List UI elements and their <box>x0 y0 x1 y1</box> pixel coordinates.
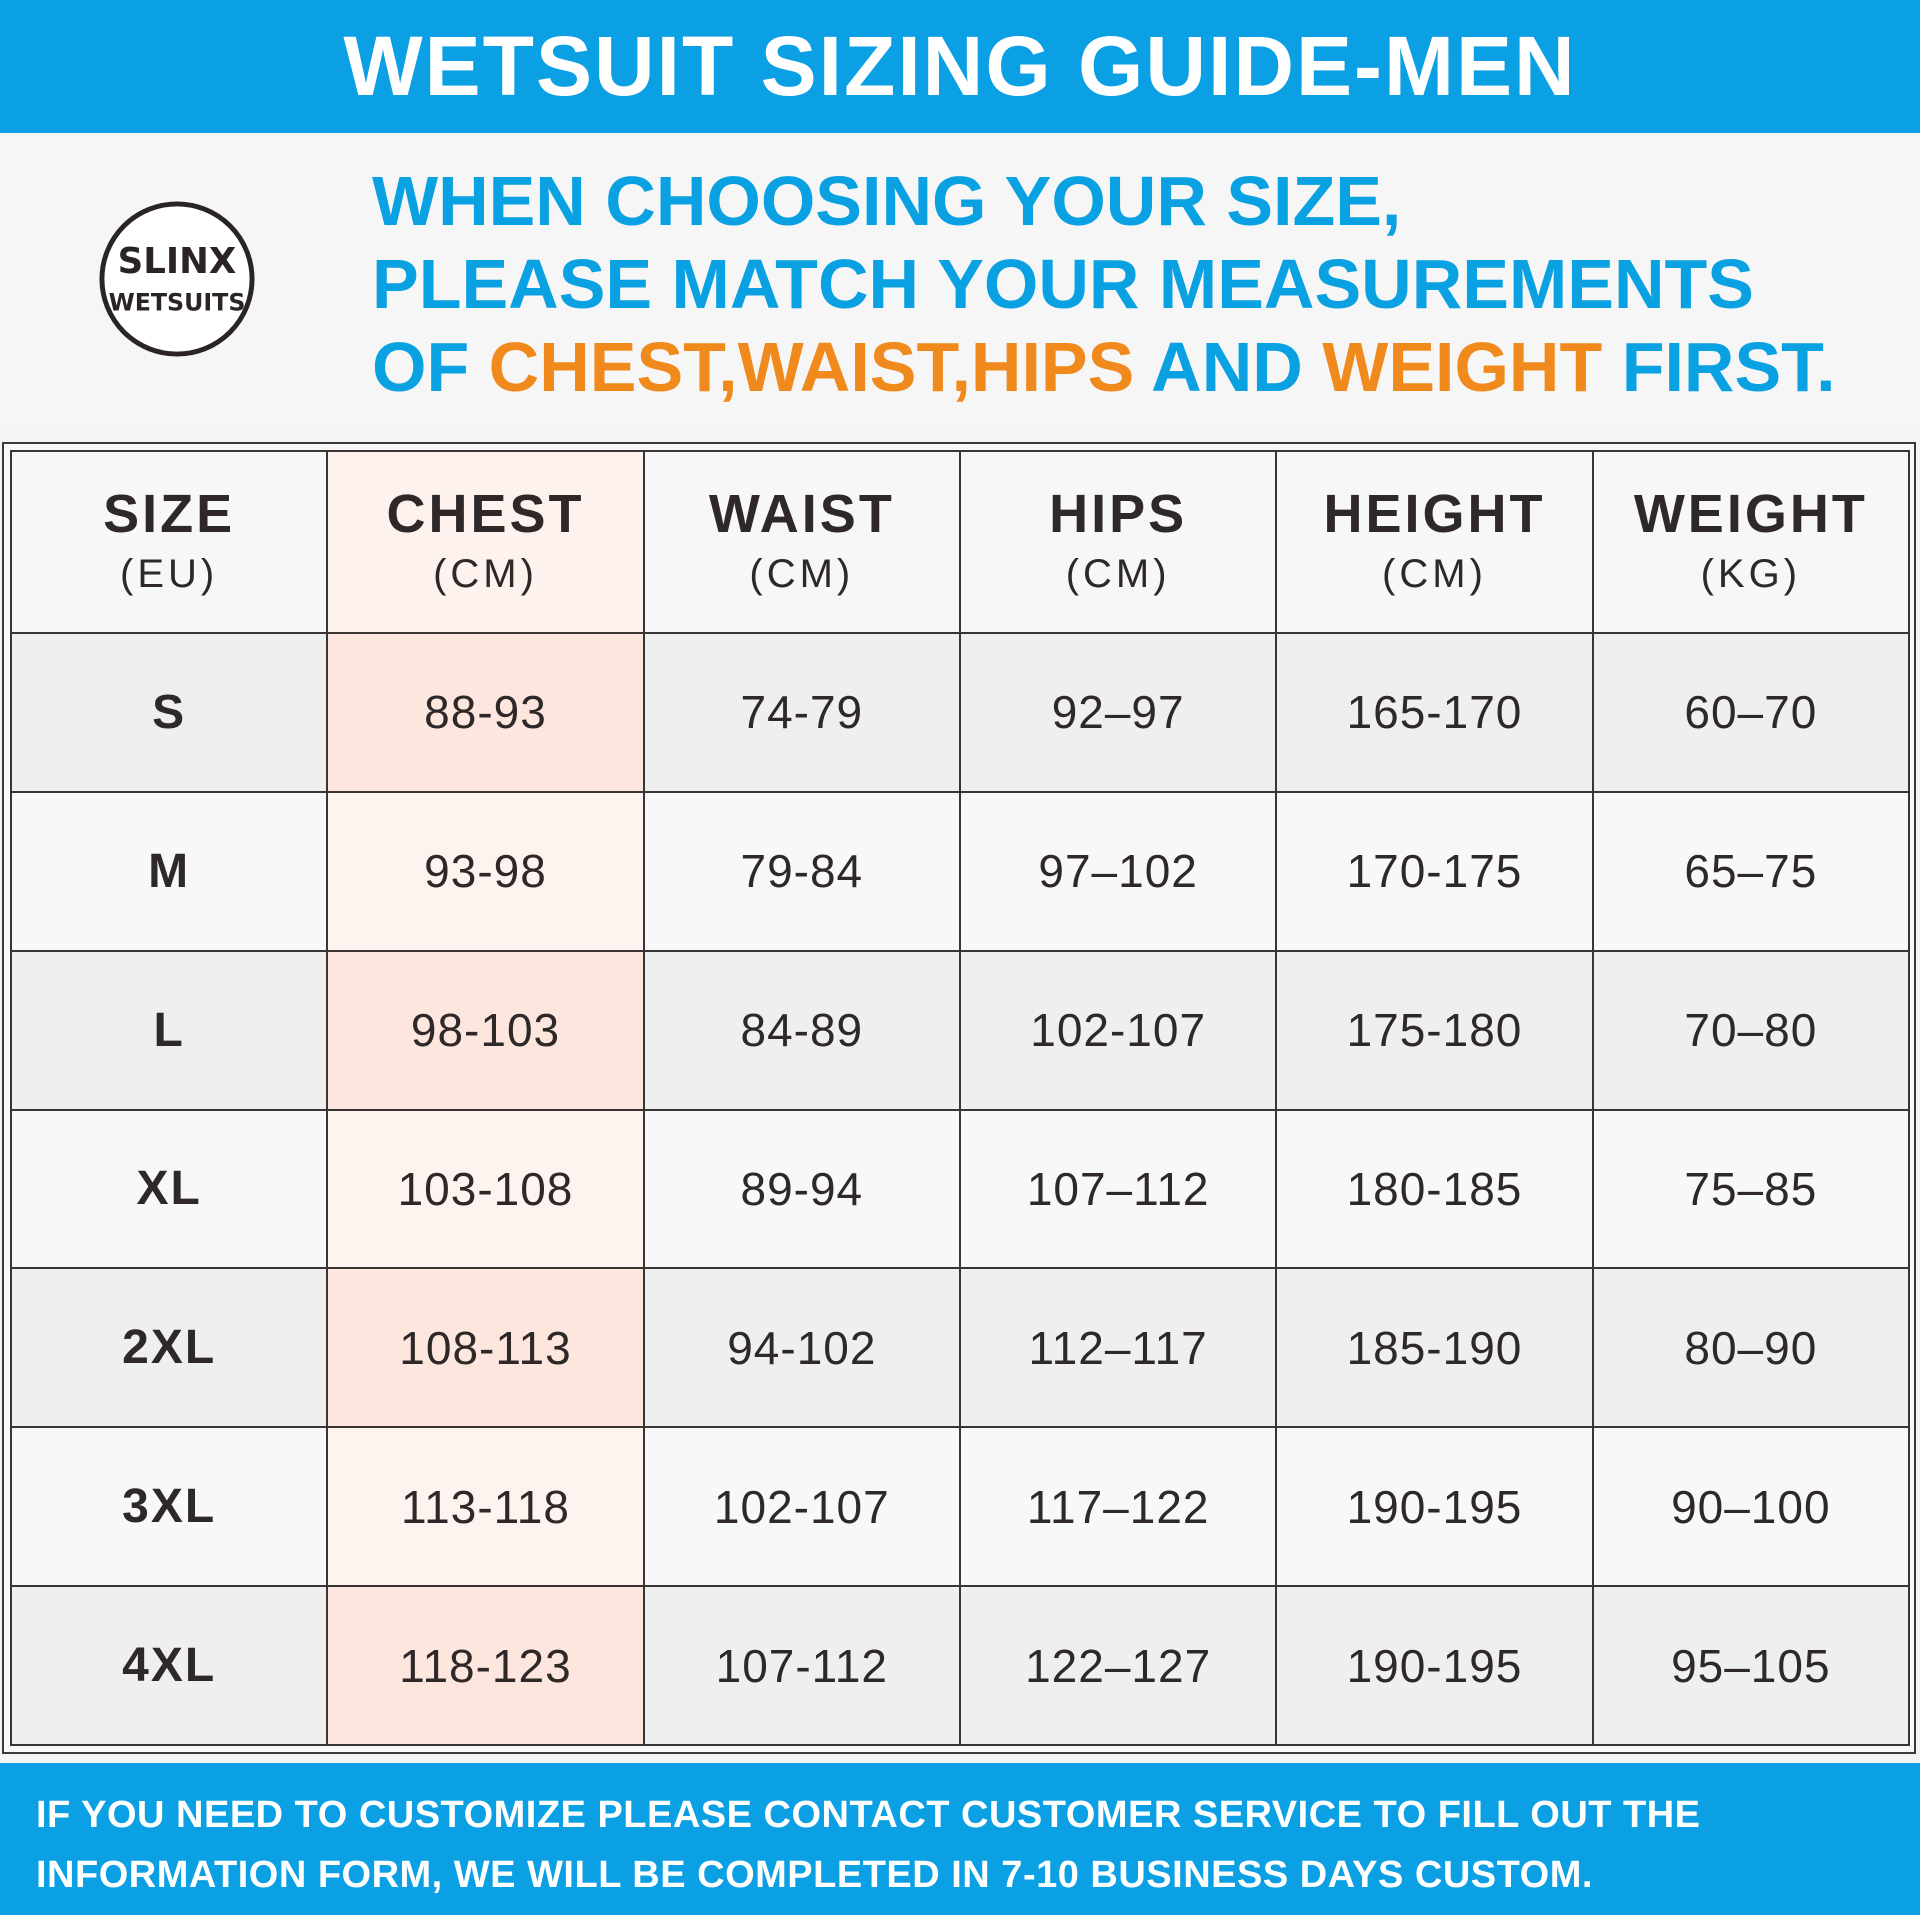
cell-chest: 93-98 <box>326 790 645 952</box>
cell-size: 2XL <box>9 1267 329 1429</box>
cell-height: 170-175 <box>1275 790 1594 952</box>
instruction-line-3: OF CHEST,WAIST,HIPS AND WEIGHT FIRST. <box>372 326 1912 409</box>
table-row: M 93-98 79-84 97–102 170-175 65–75 <box>9 790 1911 952</box>
table-row: 2XL 108-113 94-102 112–117 185-190 80–90 <box>9 1267 1911 1429</box>
notice-line-2: INFORMATION FORM, WE WILL BE COMPLETED I… <box>36 1854 1593 1896</box>
customization-notice: IF YOU NEED TO CUSTOMIZE PLEASE CONTACT … <box>36 1785 1906 1905</box>
page-title: WETSUIT SIZING GUIDE-MEN <box>343 19 1577 113</box>
column-name: WAIST <box>708 484 895 544</box>
cell-weight: 65–75 <box>1591 790 1911 952</box>
column-name: WEIGHT <box>1633 484 1868 544</box>
cell-hips: 92–97 <box>958 632 1278 793</box>
header-chest: CHEST (CM) <box>326 450 645 634</box>
table-row: 4XL 118-123 107-112 122–127 190-195 95–105 <box>9 1585 1911 1746</box>
cell-waist: 74-79 <box>642 632 961 793</box>
cell-height: 190-195 <box>1275 1585 1594 1746</box>
column-unit: (CM) <box>1065 552 1171 596</box>
sizing-instructions: WHEN CHOOSING YOUR SIZE, PLEASE MATCH YO… <box>372 160 1912 409</box>
cell-weight: 60–70 <box>1591 632 1911 793</box>
cell-size: 3XL <box>9 1426 329 1588</box>
cell-waist: 107-112 <box>642 1585 961 1746</box>
column-unit: (EU) <box>120 552 219 596</box>
cell-chest: 103-108 <box>326 1108 645 1270</box>
cell-height: 175-180 <box>1275 949 1594 1111</box>
cell-height: 190-195 <box>1275 1426 1594 1588</box>
footer-banner: IF YOU NEED TO CUSTOMIZE PLEASE CONTACT … <box>0 1763 1920 1915</box>
instruction-highlight-weight: WEIGHT <box>1322 328 1603 406</box>
instruction-line-3-part-a: OF <box>372 328 489 406</box>
table-header-row: SIZE (EU) CHEST (CM) WAIST (CM) HIPS (CM) HE… <box>9 450 1911 634</box>
size-chart-table: SIZE (EU) CHEST (CM) WAIST (CM) HIPS (CM) HE… <box>9 450 1911 1746</box>
cell-hips: 112–117 <box>958 1267 1278 1429</box>
cell-height: 180-185 <box>1275 1108 1594 1270</box>
cell-waist: 102-107 <box>642 1426 961 1588</box>
header-height: HEIGHT (CM) <box>1275 450 1594 634</box>
header-size: SIZE (EU) <box>9 450 329 634</box>
column-unit: (CM) <box>433 552 538 596</box>
table-row: S 88-93 74-79 92–97 165-170 60–70 <box>9 632 1911 793</box>
cell-chest: 113-118 <box>326 1426 645 1588</box>
cell-chest: 98-103 <box>326 949 645 1111</box>
table-row: 3XL 113-118 102-107 117–122 190-195 90–100 <box>9 1426 1911 1588</box>
cell-chest: 118-123 <box>326 1585 645 1746</box>
instruction-highlight-measurements: CHEST,WAIST,HIPS <box>488 328 1135 406</box>
intro-panel <box>0 133 1920 425</box>
cell-size: 4XL <box>9 1585 329 1746</box>
cell-weight: 80–90 <box>1591 1267 1911 1429</box>
instruction-line-3-part-c: AND <box>1134 328 1323 406</box>
column-unit: (KG) <box>1700 552 1802 596</box>
cell-waist: 79-84 <box>642 790 961 952</box>
cell-hips: 122–127 <box>958 1585 1278 1746</box>
cell-weight: 70–80 <box>1591 949 1911 1111</box>
table-row: XL 103-108 89-94 107–112 180-185 75–85 <box>9 1108 1911 1270</box>
instruction-line-2: PLEASE MATCH YOUR MEASUREMENTS <box>372 245 1754 323</box>
cell-weight: 75–85 <box>1591 1108 1911 1270</box>
column-unit: (CM) <box>1382 552 1487 596</box>
cell-size: M <box>9 790 329 952</box>
header-hips: HIPS (CM) <box>958 450 1278 634</box>
cell-height: 165-170 <box>1275 632 1594 793</box>
column-name: HIPS <box>1049 484 1188 544</box>
cell-hips: 97–102 <box>958 790 1278 952</box>
brand-seal-logo-icon: SLINX WETSUITS <box>99 201 255 357</box>
column-name: SIZE <box>103 484 236 544</box>
cell-waist: 89-94 <box>642 1108 961 1270</box>
instruction-line-1: WHEN CHOOSING YOUR SIZE, <box>372 162 1402 240</box>
table-row: L 98-103 84-89 102-107 175-180 70–80 <box>9 949 1911 1111</box>
cell-chest: 108-113 <box>326 1267 645 1429</box>
header-weight: WEIGHT (KG) <box>1591 450 1911 634</box>
column-name: HEIGHT <box>1323 484 1546 544</box>
header-banner: WETSUIT SIZING GUIDE-MEN <box>0 0 1920 133</box>
cell-height: 185-190 <box>1275 1267 1594 1429</box>
cell-size: XL <box>9 1108 329 1270</box>
cell-weight: 95–105 <box>1591 1585 1911 1746</box>
logo-text-top: SLINX <box>118 241 237 282</box>
header-waist: WAIST (CM) <box>642 450 961 634</box>
cell-size: S <box>9 632 329 793</box>
cell-size: L <box>9 949 329 1111</box>
column-unit: (CM) <box>749 552 855 596</box>
column-name: CHEST <box>386 484 585 544</box>
instruction-line-3-part-e: FIRST. <box>1602 328 1836 406</box>
logo-text-bottom: WETSUITS <box>109 289 246 317</box>
cell-hips: 117–122 <box>958 1426 1278 1588</box>
cell-hips: 107–112 <box>958 1108 1278 1270</box>
cell-chest: 88-93 <box>326 632 645 793</box>
table-body: S 88-93 74-79 92–97 165-170 60–70 M 93-98 79-84 9… <box>9 632 1911 1746</box>
notice-line-1: IF YOU NEED TO CUSTOMIZE PLEASE CONTACT … <box>36 1794 1701 1836</box>
cell-waist: 94-102 <box>642 1267 961 1429</box>
cell-waist: 84-89 <box>642 949 961 1111</box>
cell-hips: 102-107 <box>958 949 1278 1111</box>
cell-weight: 90–100 <box>1591 1426 1911 1588</box>
